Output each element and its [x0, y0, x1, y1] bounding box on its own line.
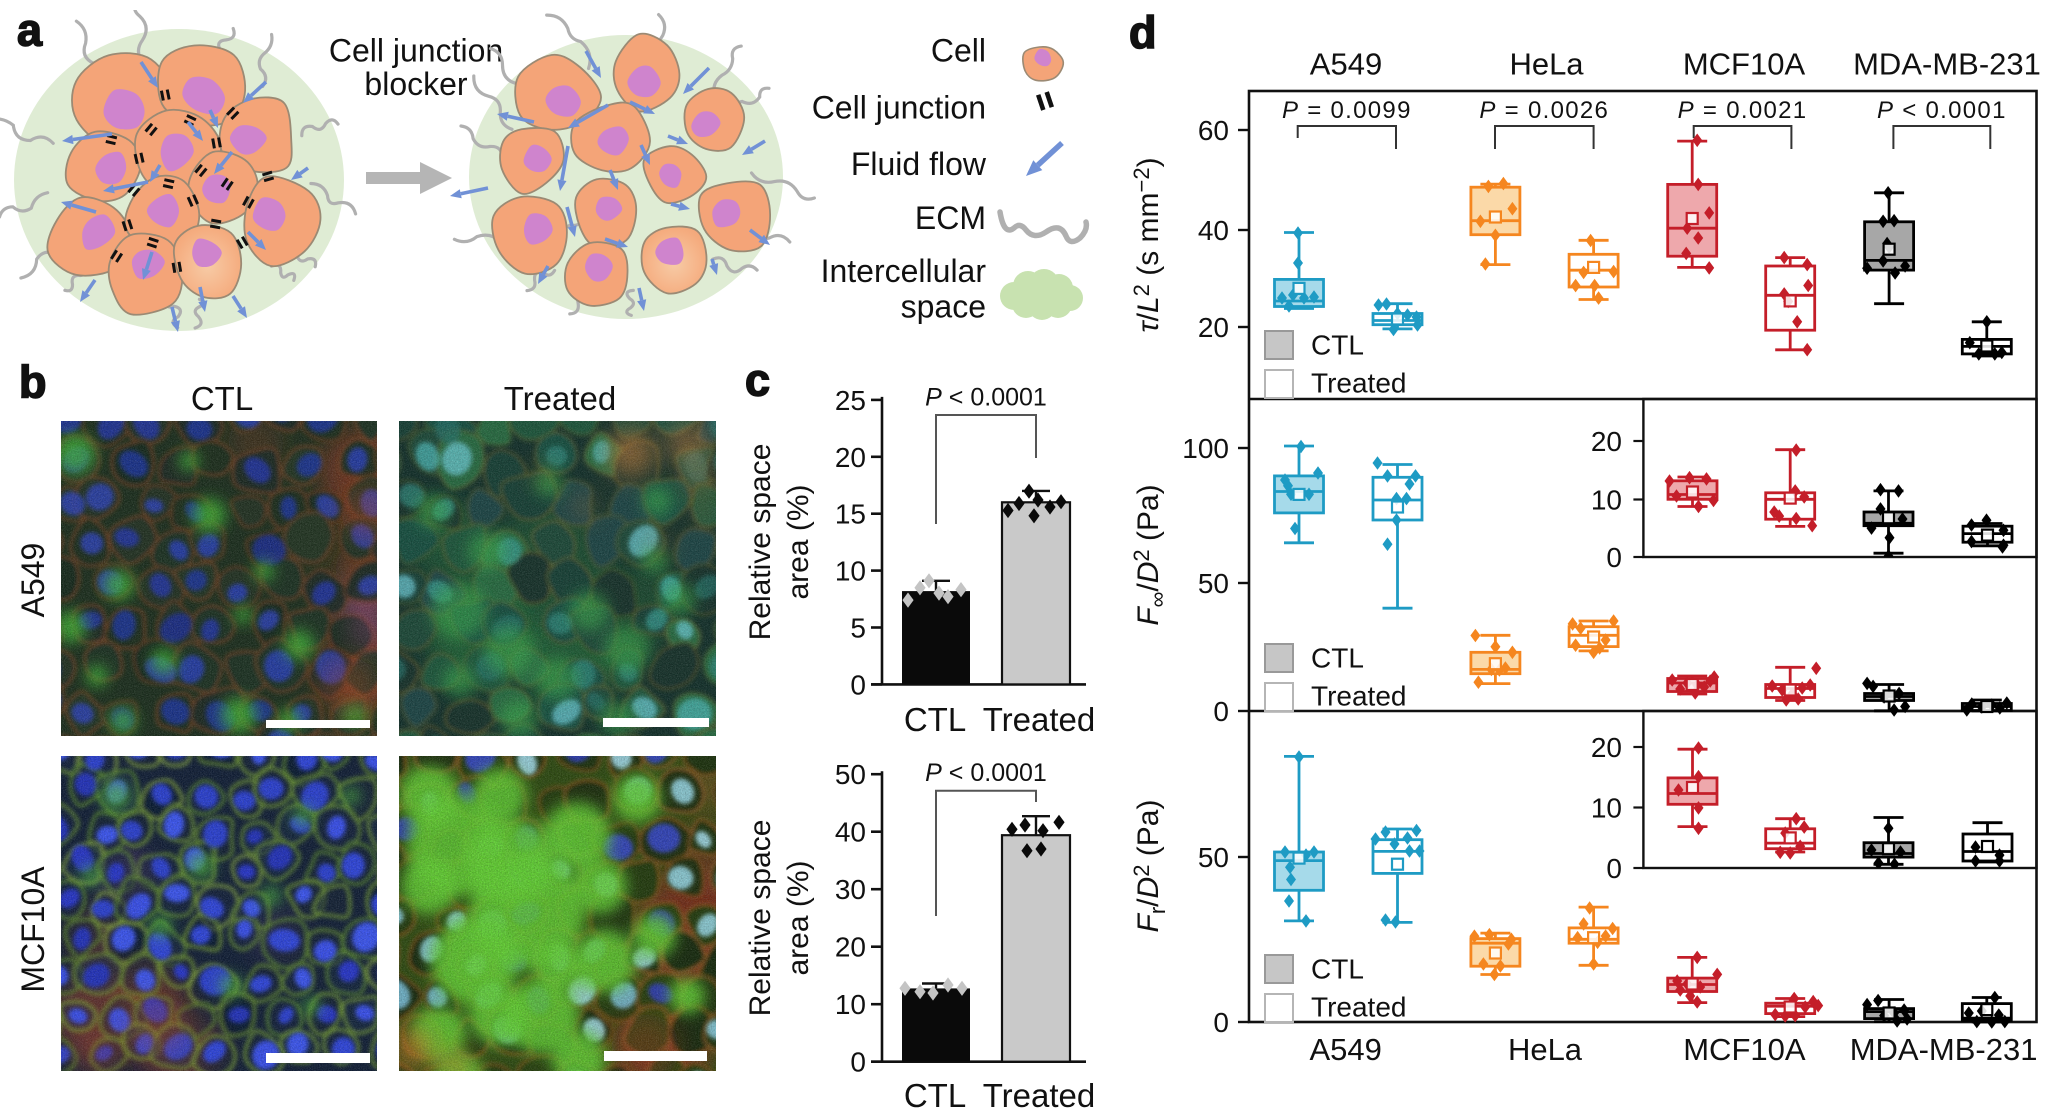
svg-text:area (%): area (%): [782, 484, 815, 599]
svg-text:A549: A549: [1310, 47, 1382, 82]
svg-text:0: 0: [1606, 853, 1622, 884]
svg-text:CTL: CTL: [1311, 643, 1364, 674]
svg-text:F∞/D2 (Pa): F∞/D2 (Pa): [1129, 484, 1170, 625]
svg-text:Treated: Treated: [983, 1077, 1096, 1110]
svg-text:MCF10A: MCF10A: [1683, 1032, 1806, 1067]
svg-text:10: 10: [835, 556, 866, 587]
svg-text:Treated: Treated: [1311, 992, 1406, 1023]
svg-text:area (%): area (%): [782, 860, 815, 975]
svg-text:40: 40: [1198, 215, 1229, 246]
svg-text:Fluid flow: Fluid flow: [851, 146, 987, 182]
svg-text:MDA-MB-231: MDA-MB-231: [1850, 1032, 2038, 1067]
svg-text:100: 100: [1182, 433, 1229, 464]
svg-text:Relative space: Relative space: [744, 444, 777, 641]
svg-text:0: 0: [1213, 1007, 1229, 1038]
svg-text:b: b: [19, 357, 47, 408]
svg-text:HeLa: HeLa: [1509, 47, 1584, 82]
svg-text:40: 40: [835, 817, 866, 848]
svg-text:space: space: [901, 289, 986, 325]
svg-text:CTL: CTL: [1311, 954, 1364, 985]
svg-text:5: 5: [850, 613, 866, 644]
svg-text:P < 0.0001: P < 0.0001: [925, 384, 1047, 412]
svg-text:CTL: CTL: [1311, 330, 1364, 361]
svg-text:Cell junction: Cell junction: [329, 33, 503, 69]
svg-text:10: 10: [835, 989, 866, 1020]
svg-text:A549: A549: [1309, 1032, 1381, 1067]
svg-text:Treated: Treated: [983, 701, 1096, 738]
svg-text:MCF10A: MCF10A: [15, 866, 51, 993]
svg-text:0: 0: [850, 669, 866, 700]
svg-text:d: d: [1129, 7, 1157, 58]
svg-text:c: c: [745, 355, 770, 406]
svg-text:a: a: [17, 5, 43, 56]
svg-text:ECM: ECM: [915, 200, 986, 236]
svg-text:HeLa: HeLa: [1508, 1032, 1583, 1067]
svg-text:blocker: blocker: [364, 66, 468, 102]
svg-text:10: 10: [1591, 793, 1622, 824]
svg-text:Cell junction: Cell junction: [812, 90, 986, 126]
svg-text:0: 0: [850, 1047, 866, 1078]
svg-text:P = 0.0021: P = 0.0021: [1678, 97, 1808, 124]
svg-text:A549: A549: [15, 543, 51, 618]
svg-text:60: 60: [1198, 115, 1229, 146]
svg-text:P = 0.0026: P = 0.0026: [1479, 97, 1609, 124]
svg-text:10: 10: [1591, 485, 1622, 516]
svg-text:CTL: CTL: [904, 1077, 966, 1110]
svg-text:Cell: Cell: [931, 33, 986, 69]
svg-text:50: 50: [835, 759, 866, 790]
svg-text:Intercellular: Intercellular: [821, 253, 987, 289]
svg-text:15: 15: [835, 499, 866, 530]
svg-text:MCF10A: MCF10A: [1683, 47, 1806, 82]
svg-text:CTL: CTL: [191, 380, 253, 417]
svg-text:Relative space: Relative space: [744, 820, 777, 1017]
svg-text:P < 0.0001: P < 0.0001: [1877, 97, 2007, 124]
svg-text:50: 50: [1198, 568, 1229, 599]
svg-text:P < 0.0001: P < 0.0001: [925, 759, 1047, 787]
svg-text:0: 0: [1606, 542, 1622, 573]
svg-text:Fr/D2 (Pa): Fr/D2 (Pa): [1129, 800, 1170, 933]
svg-text:P = 0.0099: P = 0.0099: [1282, 97, 1412, 124]
svg-text:20: 20: [1591, 426, 1622, 457]
svg-text:30: 30: [835, 874, 866, 905]
svg-text:Treated: Treated: [504, 380, 617, 417]
svg-text:20: 20: [1591, 732, 1622, 763]
svg-text:25: 25: [835, 385, 866, 416]
svg-text:MDA-MB-231: MDA-MB-231: [1853, 47, 2041, 82]
svg-text:Treated: Treated: [1311, 368, 1406, 399]
svg-text:20: 20: [1198, 312, 1229, 343]
svg-text:0: 0: [1213, 696, 1229, 727]
svg-text:20: 20: [835, 442, 866, 473]
svg-text:50: 50: [1198, 842, 1229, 873]
svg-text:20: 20: [835, 932, 866, 963]
svg-text:CTL: CTL: [904, 701, 966, 738]
svg-text:Treated: Treated: [1311, 681, 1406, 712]
